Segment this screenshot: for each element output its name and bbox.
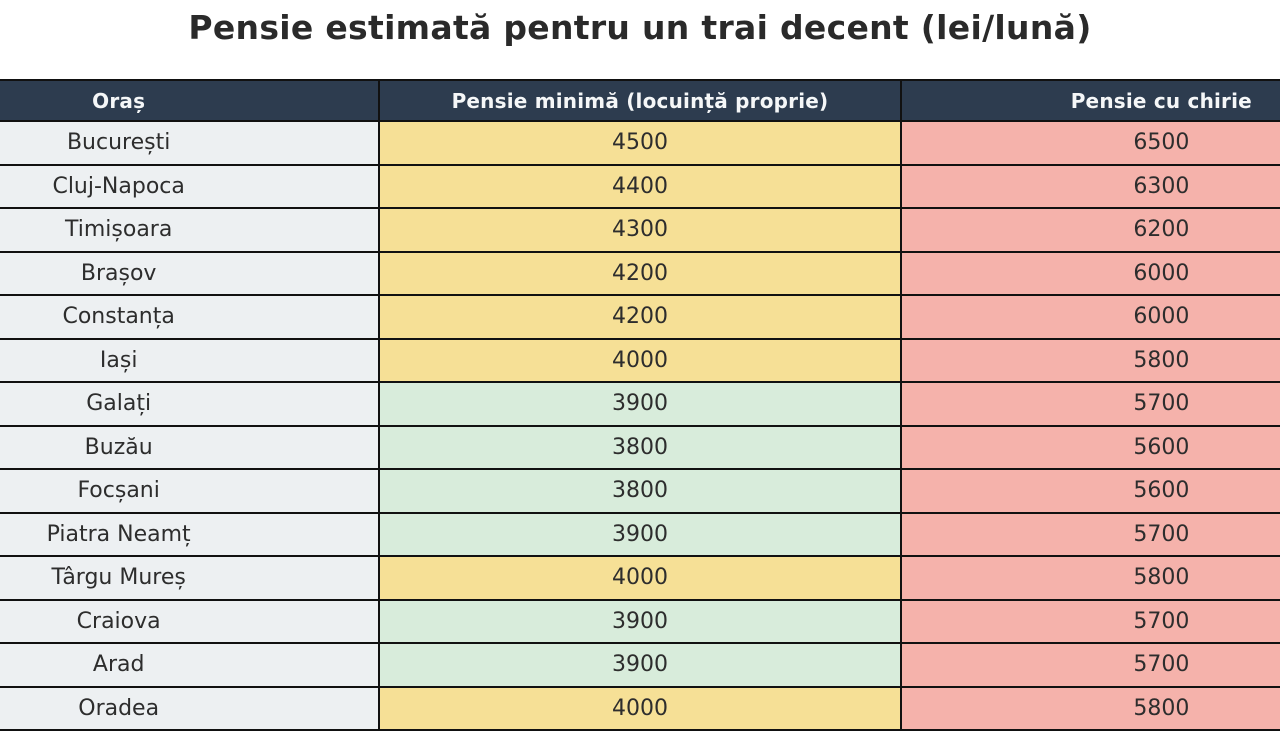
min-pension-cell: 3800 (378, 424, 902, 470)
table-row: Arad 3900 5700 (0, 642, 1280, 688)
page-title: Pensie estimată pentru un trai decent (l… (188, 8, 1092, 47)
city-cell: Timișoara (0, 207, 381, 253)
min-pension-cell: 3800 (378, 468, 902, 514)
city-cell: Craiova (0, 598, 381, 644)
table-row: Constanța 4200 6000 (0, 294, 1280, 340)
table-row: Galați 3900 5700 (0, 381, 1280, 427)
min-pension-cell: 4300 (378, 207, 902, 253)
table-row: Oradea 4000 5800 (0, 685, 1280, 731)
table-row: Focșani 3800 5600 (0, 468, 1280, 514)
city-cell: Piatra Neamț (0, 511, 381, 557)
rent-pension-cell: 6000 (899, 250, 1280, 296)
city-cell: Târgu Mureș (0, 555, 381, 601)
rent-pension-cell: 6200 (899, 207, 1280, 253)
table-row: Târgu Mureș 4000 5800 (0, 555, 1280, 601)
rent-pension-cell: 5700 (899, 642, 1280, 688)
min-pension-cell: 3900 (378, 642, 902, 688)
rent-pension-cell: 5700 (899, 511, 1280, 557)
column-header-city: Oraș (0, 79, 381, 122)
min-pension-cell: 4500 (378, 120, 902, 166)
table-viewport: Oraș Pensie minimă (locuință proprie) Pe… (0, 79, 1280, 731)
min-pension-cell: 4400 (378, 163, 902, 209)
city-cell: Arad (0, 642, 381, 688)
min-pension-cell: 3900 (378, 598, 902, 644)
rent-pension-cell: 5700 (899, 381, 1280, 427)
city-cell: Oradea (0, 685, 381, 731)
rent-pension-cell: 6000 (899, 294, 1280, 340)
city-cell: Brașov (0, 250, 381, 296)
column-header-min-pension: Pensie minimă (locuință proprie) (378, 79, 902, 122)
min-pension-cell: 4200 (378, 250, 902, 296)
pension-table: Oraș Pensie minimă (locuință proprie) Pe… (0, 79, 1280, 731)
table-row: Piatra Neamț 3900 5700 (0, 511, 1280, 557)
rent-pension-cell: 6300 (899, 163, 1280, 209)
rent-pension-cell: 5700 (899, 598, 1280, 644)
min-pension-cell: 4000 (378, 555, 902, 601)
rent-pension-cell: 5800 (899, 337, 1280, 383)
city-cell: Iași (0, 337, 381, 383)
table-row: Brașov 4200 6000 (0, 250, 1280, 296)
city-cell: Cluj-Napoca (0, 163, 381, 209)
rent-pension-cell: 6500 (899, 120, 1280, 166)
city-cell: Buzău (0, 424, 381, 470)
table-header: Oraș Pensie minimă (locuință proprie) Pe… (0, 79, 1280, 122)
city-cell: București (0, 120, 381, 166)
city-cell: Galați (0, 381, 381, 427)
rent-pension-cell: 5800 (899, 685, 1280, 731)
table-row: Craiova 3900 5700 (0, 598, 1280, 644)
table-row: Cluj-Napoca 4400 6300 (0, 163, 1280, 209)
table-row: Iași 4000 5800 (0, 337, 1280, 383)
city-cell: Focșani (0, 468, 381, 514)
rent-pension-cell: 5600 (899, 468, 1280, 514)
min-pension-cell: 4000 (378, 685, 902, 731)
column-header-rent-pension: Pensie cu chirie (899, 79, 1280, 122)
rent-pension-cell: 5800 (899, 555, 1280, 601)
min-pension-cell: 3900 (378, 511, 902, 557)
rent-pension-cell: 5600 (899, 424, 1280, 470)
min-pension-cell: 3900 (378, 381, 902, 427)
min-pension-cell: 4000 (378, 337, 902, 383)
table-body: București 4500 6500 Cluj-Napoca 4400 630… (0, 120, 1280, 731)
min-pension-cell: 4200 (378, 294, 902, 340)
table-row: Buzău 3800 5600 (0, 424, 1280, 470)
city-cell: Constanța (0, 294, 381, 340)
table-row: Timișoara 4300 6200 (0, 207, 1280, 253)
table-row: București 4500 6500 (0, 120, 1280, 166)
header-row: Oraș Pensie minimă (locuință proprie) Pe… (0, 79, 1280, 122)
